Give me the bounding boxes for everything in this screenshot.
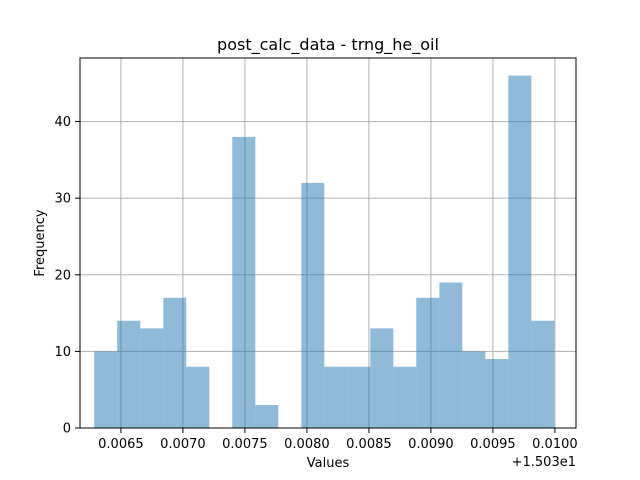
histogram-bar — [439, 282, 463, 428]
x-axis-offset-label: +1.503e1 — [512, 455, 576, 470]
histogram-bars — [94, 75, 555, 428]
y-tick-label: 30 — [54, 192, 71, 207]
x-tick-label: 0.0070 — [160, 437, 206, 452]
y-axis-label: Frequency — [33, 209, 48, 276]
x-tick-label: 0.0095 — [470, 437, 516, 452]
x-tick-label: 0.0075 — [222, 437, 268, 452]
histogram-bar — [94, 351, 118, 428]
histogram-bar — [462, 351, 486, 428]
plot-frame — [79, 57, 577, 429]
y-axis-ticks: 0 10 20 30 40 — [54, 115, 80, 437]
histogram-bar — [186, 366, 210, 428]
x-tick-label: 0.0065 — [98, 437, 144, 452]
x-axis-ticks: 0.0065 0.0070 0.0075 0.0080 0.0085 0.0090 0.00… — [98, 428, 578, 452]
histogram-bar — [301, 182, 325, 428]
y-tick-label: 20 — [54, 268, 71, 283]
histogram-bar — [508, 75, 532, 428]
x-axis-label: Values — [307, 456, 350, 471]
histogram-bar — [232, 136, 256, 428]
x-tick-label: 0.0100 — [532, 437, 578, 452]
histogram-bar — [485, 359, 509, 428]
histogram-bar — [370, 328, 394, 428]
x-tick-label: 0.0080 — [284, 437, 330, 452]
histogram-bar — [393, 366, 417, 428]
chart-title: post_calc_data - trng_he_oil — [217, 35, 439, 55]
histogram-bar — [140, 328, 164, 428]
histogram-bar — [531, 320, 555, 428]
y-tick-label: 0 — [63, 422, 71, 437]
histogram-bar — [163, 297, 187, 428]
histogram-bar — [324, 366, 348, 428]
x-tick-label: 0.0090 — [408, 437, 454, 452]
y-tick-label: 10 — [54, 345, 71, 360]
histogram-bar — [117, 320, 141, 428]
histogram-bar — [416, 297, 440, 428]
histogram-bar — [347, 366, 371, 428]
y-tick-label: 40 — [54, 115, 71, 130]
x-tick-label: 0.0085 — [346, 437, 392, 452]
histogram-bar — [255, 405, 279, 428]
